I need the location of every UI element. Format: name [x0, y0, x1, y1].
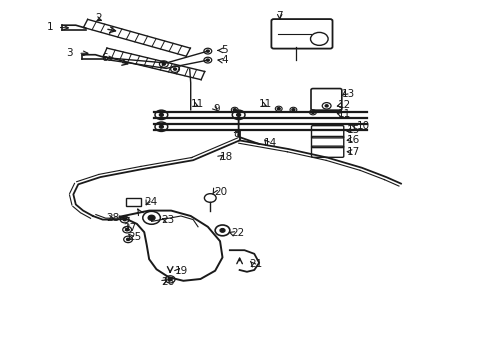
- Text: 4: 4: [221, 55, 227, 66]
- Circle shape: [277, 108, 280, 110]
- Bar: [126, 198, 141, 206]
- Text: 3: 3: [65, 48, 72, 58]
- Text: 5: 5: [221, 45, 227, 55]
- Text: 15: 15: [346, 125, 360, 135]
- Circle shape: [206, 59, 209, 61]
- Circle shape: [291, 109, 294, 111]
- Circle shape: [311, 111, 314, 113]
- Circle shape: [220, 229, 224, 232]
- Circle shape: [236, 113, 240, 116]
- Text: 1: 1: [47, 22, 54, 32]
- Text: 13: 13: [342, 89, 355, 99]
- Text: 11: 11: [259, 99, 272, 109]
- Text: 2: 2: [95, 13, 102, 23]
- Text: 20: 20: [214, 186, 227, 197]
- Text: 28: 28: [106, 213, 120, 223]
- Text: 12: 12: [337, 100, 350, 110]
- Circle shape: [168, 278, 172, 281]
- Text: 21: 21: [249, 258, 262, 269]
- Circle shape: [123, 219, 126, 221]
- Text: 10: 10: [356, 121, 369, 131]
- Circle shape: [126, 238, 129, 240]
- Circle shape: [125, 229, 128, 231]
- Text: 7: 7: [276, 11, 283, 21]
- Circle shape: [206, 50, 209, 52]
- Text: 14: 14: [264, 138, 277, 148]
- Circle shape: [173, 68, 176, 70]
- Circle shape: [233, 109, 236, 111]
- Text: 27: 27: [123, 222, 136, 233]
- Text: 24: 24: [144, 197, 157, 207]
- Circle shape: [159, 113, 163, 116]
- Text: 25: 25: [128, 232, 141, 242]
- Text: 6: 6: [102, 53, 108, 63]
- Text: 9: 9: [213, 104, 220, 114]
- Circle shape: [148, 215, 155, 220]
- Text: 22: 22: [230, 228, 244, 238]
- Circle shape: [159, 125, 163, 128]
- Text: 26: 26: [161, 276, 174, 287]
- Circle shape: [325, 105, 327, 107]
- Circle shape: [162, 63, 165, 65]
- Text: 23: 23: [161, 215, 174, 225]
- Text: 11: 11: [190, 99, 203, 109]
- Text: 11: 11: [337, 109, 350, 120]
- Text: 16: 16: [346, 135, 360, 145]
- Text: 17: 17: [346, 147, 360, 157]
- Text: 8: 8: [233, 129, 240, 139]
- Text: 18: 18: [220, 152, 233, 162]
- Text: 19: 19: [174, 266, 187, 276]
